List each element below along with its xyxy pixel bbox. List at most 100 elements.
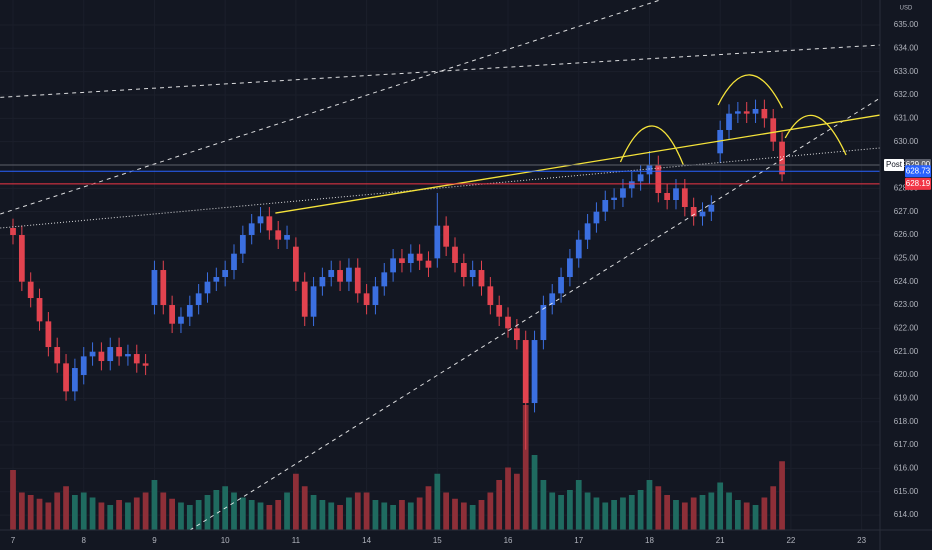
candle-body xyxy=(646,164,653,175)
volume-bar xyxy=(717,482,724,530)
candle-body xyxy=(319,277,326,287)
candle-body xyxy=(80,356,87,376)
arc-drawing xyxy=(619,125,685,166)
volume-bar xyxy=(178,502,184,530)
volume-bar xyxy=(239,497,246,530)
candle-body xyxy=(708,204,715,212)
volume-bar xyxy=(80,492,87,530)
y-tick-label: 618.00 xyxy=(894,417,919,426)
volume-bar xyxy=(407,502,414,530)
volume-bar xyxy=(549,492,556,530)
candle-body xyxy=(779,141,785,175)
price-box xyxy=(905,165,931,178)
volume-bar xyxy=(743,502,750,530)
candle-body xyxy=(637,174,644,182)
candle-body xyxy=(72,368,78,392)
volume-bar xyxy=(151,480,158,530)
volume-bar xyxy=(266,505,273,530)
candle-body xyxy=(761,108,768,119)
candle-body xyxy=(399,258,405,264)
volume-bar xyxy=(142,492,149,530)
candle-body xyxy=(107,347,114,362)
arc-drawing xyxy=(784,114,847,156)
volume-bar xyxy=(646,480,653,530)
candle-body xyxy=(239,235,246,254)
volume-bar xyxy=(681,502,688,530)
volume-bar xyxy=(575,480,582,530)
candle-body xyxy=(178,316,184,324)
candle-body xyxy=(469,270,476,278)
volume-bar xyxy=(337,505,343,530)
y-tick-label: 635.00 xyxy=(894,20,919,29)
price-value: 628.19 xyxy=(906,179,931,188)
volume-bar xyxy=(673,500,679,530)
volume-bar xyxy=(98,502,105,530)
candle-body xyxy=(770,118,777,142)
candle-body xyxy=(142,363,149,366)
volume-bar xyxy=(354,492,361,530)
candle-body xyxy=(346,267,352,282)
volume-bar xyxy=(637,490,644,530)
volume-bar xyxy=(310,495,317,530)
candle-body xyxy=(133,354,140,364)
candle-body xyxy=(752,108,759,114)
volume-bar xyxy=(319,500,326,530)
candle-body xyxy=(266,216,273,231)
volume-bar xyxy=(425,486,432,530)
candle-body xyxy=(452,246,458,264)
y-tick-label: 614.00 xyxy=(894,510,919,519)
volume-bar xyxy=(452,498,458,530)
candle-body xyxy=(372,286,379,306)
candle-body xyxy=(681,188,688,208)
candle-body xyxy=(27,281,34,299)
candle-body xyxy=(63,363,69,392)
volume-bar xyxy=(496,480,503,530)
volume-bar xyxy=(390,505,396,530)
y-tick-label: 619.00 xyxy=(894,393,919,402)
y-tick-label: 634.00 xyxy=(894,43,919,52)
y-tick-label: 622.00 xyxy=(894,323,919,332)
candle-body xyxy=(125,354,131,357)
volume-bar xyxy=(752,505,759,530)
candle-body xyxy=(611,197,617,201)
volume-layer xyxy=(10,405,785,530)
volume-bar xyxy=(399,500,405,530)
volume-bar xyxy=(72,495,78,530)
y-tick-label: 633.00 xyxy=(894,67,919,76)
volume-bar xyxy=(45,502,52,530)
candle-body xyxy=(743,111,750,114)
candle-body xyxy=(726,113,732,130)
volume-bar xyxy=(416,497,423,530)
currency: USD xyxy=(900,6,913,12)
candle-body xyxy=(18,235,25,282)
volume-bar xyxy=(10,470,16,530)
volume-bar xyxy=(204,495,211,530)
candle-body xyxy=(558,277,564,294)
volume-bar xyxy=(195,500,202,530)
candle-body xyxy=(522,340,529,404)
volume-bar xyxy=(63,486,69,530)
candle-body xyxy=(434,225,441,259)
candle-body xyxy=(275,230,282,240)
arc-drawing xyxy=(717,74,783,109)
volume-bar xyxy=(301,486,308,530)
candle-body xyxy=(416,253,423,261)
trend-line xyxy=(0,147,880,229)
candle-body xyxy=(328,270,335,278)
candle-body xyxy=(293,246,299,282)
volume-bar xyxy=(27,495,34,530)
volume-bar xyxy=(257,502,264,530)
candle-body xyxy=(575,239,582,259)
volume-bar xyxy=(690,497,697,530)
candle-body xyxy=(354,267,361,294)
y-tick-label: 623.00 xyxy=(894,300,919,309)
candle-body xyxy=(425,260,432,268)
candle-body xyxy=(248,223,255,236)
x-tick-label: 11 xyxy=(292,536,301,545)
candle-body xyxy=(655,164,662,194)
y-tick-label: 626.00 xyxy=(894,230,919,239)
volume-bar xyxy=(231,492,237,530)
y-tick-label: 625.00 xyxy=(894,253,919,262)
x-tick-label: 9 xyxy=(152,536,157,545)
